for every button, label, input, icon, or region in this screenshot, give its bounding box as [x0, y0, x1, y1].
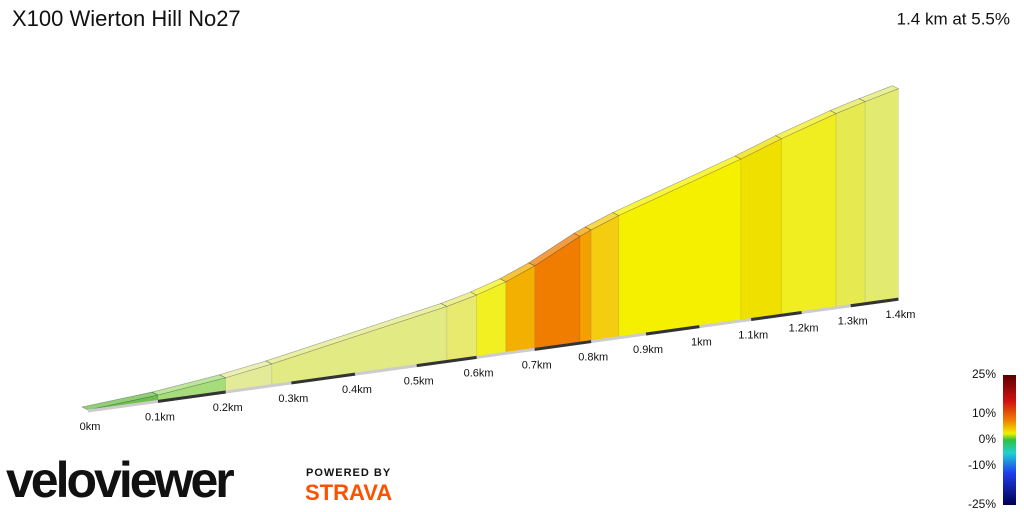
color-scale-bar — [1003, 375, 1016, 505]
base-dash — [157, 390, 226, 403]
profile-segment — [590, 215, 620, 341]
x-tick-label: 1km — [691, 337, 712, 349]
x-tick-label: 0.3km — [278, 393, 308, 405]
profile-segment — [740, 138, 782, 321]
logo: veloviewer — [6, 452, 234, 508]
x-tick-label: 0km — [80, 421, 101, 433]
x-tick-label: 1.3km — [838, 316, 868, 328]
x-tick-label: 0.8km — [578, 351, 608, 363]
base-dash — [291, 372, 356, 385]
base-dash — [416, 355, 477, 368]
base-dash — [850, 297, 899, 308]
x-tick-label: 0.1km — [145, 411, 175, 423]
profile-segment — [781, 113, 837, 315]
scale-label: 0% — [979, 432, 997, 446]
profile-segment — [534, 235, 581, 349]
chart-subtitle: 1.4 km at 5.5% — [897, 9, 1010, 28]
strava-logo: STRAVA — [305, 480, 392, 505]
profile-segment — [864, 88, 899, 304]
base-dash — [750, 311, 802, 321]
profile-segment — [835, 101, 866, 308]
base-dash — [534, 340, 592, 351]
x-tick-label: 1.2km — [789, 322, 819, 334]
scale-label: -25% — [968, 497, 996, 511]
x-tick-label: 0.5km — [404, 376, 434, 388]
scale-label: 10% — [972, 406, 996, 420]
x-tick-label: 0.7km — [522, 359, 552, 371]
x-tick-label: 1.4km — [885, 309, 915, 321]
base-dash — [645, 325, 700, 336]
scale-label: 25% — [972, 367, 996, 381]
profile-segment — [579, 229, 592, 343]
x-tick-label: 0.9km — [633, 344, 663, 356]
powered-by: POWERED BY — [306, 467, 391, 479]
x-tick-label: 0.2km — [213, 402, 243, 414]
x-tick-label: 1.1km — [738, 329, 768, 341]
x-tick-label: 0.4km — [342, 384, 372, 396]
x-tick-label: 0.6km — [464, 367, 494, 379]
profile-top — [858, 85, 900, 102]
chart-title: X100 Wierton Hill No27 — [12, 6, 241, 31]
scale-label: -10% — [968, 458, 996, 472]
